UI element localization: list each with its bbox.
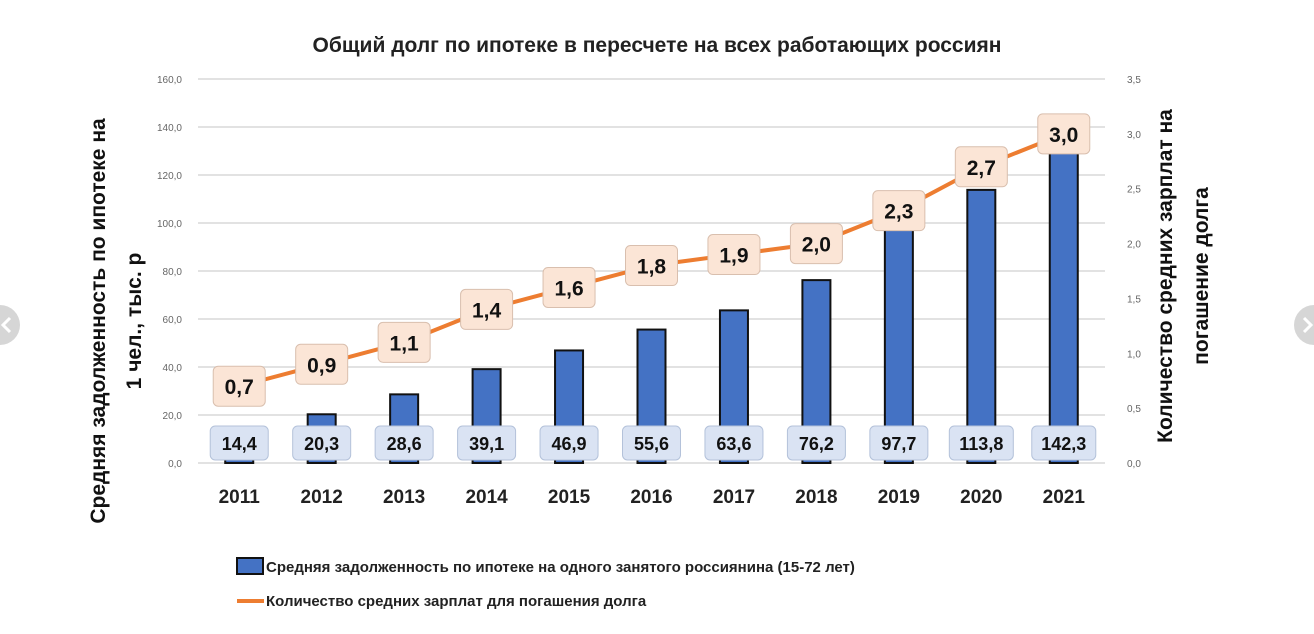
bar xyxy=(883,227,914,464)
line-data-label: 2,7 xyxy=(967,157,996,180)
line-data-label-box xyxy=(212,365,266,407)
line-data-label: 1,9 xyxy=(719,245,748,268)
y-tick-label: 160,0 xyxy=(157,75,182,86)
bar-data-label: 39,1 xyxy=(469,434,504,454)
bar-data-label-box xyxy=(292,425,352,461)
chevron-right-icon xyxy=(1302,316,1314,334)
line-data-label: 3,0 xyxy=(1049,124,1078,147)
x-tick-label: 2018 xyxy=(795,487,837,508)
y-tick-label: 60,0 xyxy=(163,315,183,326)
y2-tick-label: 2,5 xyxy=(1127,185,1141,196)
x-tick-label: 2019 xyxy=(878,487,920,508)
bar-data-label: 14,4 xyxy=(222,434,257,454)
bar-data-label-box xyxy=(457,425,517,461)
bar xyxy=(966,188,997,464)
line-data-label: 0,7 xyxy=(225,376,254,399)
y2-axis-title-line: погашение долга xyxy=(1190,187,1213,365)
y-tick-label: 80,0 xyxy=(163,267,183,278)
line-data-label: 1,8 xyxy=(637,256,667,279)
x-tick-label: 2016 xyxy=(630,487,672,508)
chevron-left-icon xyxy=(0,316,12,334)
next-slide-button[interactable] xyxy=(1294,305,1314,345)
line-data-label: 1,1 xyxy=(390,332,420,355)
y-tick-label: 40,0 xyxy=(163,363,183,374)
bar-data-label-box xyxy=(869,425,929,461)
x-tick-label: 2012 xyxy=(301,487,343,508)
y2-tick-label: 3,0 xyxy=(1127,130,1141,141)
y-tick-label: 120,0 xyxy=(157,171,182,182)
x-tick-label: 2020 xyxy=(960,487,1002,508)
x-tick-label: 2017 xyxy=(713,487,755,508)
line-data-label-box xyxy=(542,266,596,308)
line-data-label-box xyxy=(789,223,843,265)
bar-data-label: 113,8 xyxy=(959,434,1003,454)
line-data-label-box xyxy=(872,190,926,232)
y-tick-label: 140,0 xyxy=(157,123,182,134)
x-tick-label: 2014 xyxy=(465,487,508,508)
line-data-label-box xyxy=(295,343,349,385)
bar-data-label-box xyxy=(1031,425,1097,461)
bar-data-label: 97,7 xyxy=(881,434,916,454)
line-data-label: 0,9 xyxy=(307,354,336,377)
x-tick-label: 2021 xyxy=(1043,487,1086,508)
bar-data-label-box xyxy=(948,425,1014,461)
line-data-label: 2,0 xyxy=(802,234,831,257)
bar-data-label-box xyxy=(374,425,434,461)
bar-data-label-box xyxy=(704,425,764,461)
y-tick-label: 100,0 xyxy=(157,219,182,230)
bar-data-label-box xyxy=(539,425,599,461)
line-data-label: 1,6 xyxy=(554,277,583,300)
line-data-label-box xyxy=(625,245,678,287)
y2-axis-title: Количество средних зарплат на погашение д… xyxy=(1154,109,1213,443)
x-tick-label: 2015 xyxy=(548,487,591,508)
y-tick-label: 20,0 xyxy=(163,411,183,422)
bar-data-label: 46,9 xyxy=(552,434,587,454)
y2-tick-label: 3,5 xyxy=(1127,75,1141,86)
y2-tick-label: 0,0 xyxy=(1127,459,1141,470)
line-data-label-box xyxy=(460,288,514,330)
x-tick-label: 2013 xyxy=(383,487,425,508)
legend-swatch-bar xyxy=(236,557,264,575)
bar-data-label: 20,3 xyxy=(304,434,339,454)
y2-tick-label: 0,5 xyxy=(1127,404,1141,415)
y-axis-title: Средняя задолженность по ипотеке на 1 чел… xyxy=(87,118,146,524)
legend-label-bar: Средняя задолженность по ипотеке на одно… xyxy=(266,559,855,576)
line-data-label-box xyxy=(377,321,431,363)
bar-data-label: 63,6 xyxy=(716,434,751,454)
chart-title: Общий долг по ипотеке в пересчете на все… xyxy=(313,34,1002,57)
bar xyxy=(1048,120,1079,464)
line-data-label-box xyxy=(1037,113,1091,155)
y2-tick-label: 1,0 xyxy=(1127,349,1141,360)
bar-data-label: 55,6 xyxy=(634,434,669,454)
bar-data-label: 142,3 xyxy=(1041,434,1086,454)
line-data-label-box xyxy=(954,146,1008,188)
line-data-label: 2,3 xyxy=(884,201,913,224)
bar-data-label-box xyxy=(622,425,681,461)
legend-label-line: Количество средних зарплат для погашения… xyxy=(266,593,647,610)
bar-data-label: 76,2 xyxy=(799,434,834,454)
x-tick-label: 2011 xyxy=(219,487,261,508)
y-axis-title-line: Средняя задолженность по ипотеке на xyxy=(87,118,110,524)
y-axis-title-line: 1 чел., тыс. р xyxy=(123,253,146,390)
bar-data-label: 28,6 xyxy=(387,434,422,454)
y2-tick-label: 2,0 xyxy=(1127,240,1141,251)
bar-data-label-box xyxy=(209,425,269,461)
y2-tick-label: 1,5 xyxy=(1127,294,1141,305)
line-data-label: 1,4 xyxy=(472,299,502,322)
prev-slide-button[interactable] xyxy=(0,305,20,345)
bar-data-label-box xyxy=(786,425,846,461)
y2-axis-title-line: Количество средних зарплат на xyxy=(1154,109,1177,443)
y-tick-label: 0,0 xyxy=(168,459,182,470)
line-data-label-box xyxy=(707,234,761,276)
